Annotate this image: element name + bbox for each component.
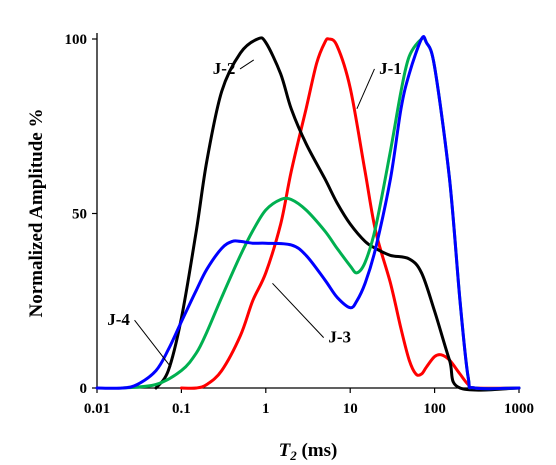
x-tick-label: 1: [262, 401, 270, 417]
series-label-j-3: J-3: [328, 328, 351, 347]
x-axis-title: T2 (ms): [279, 440, 338, 463]
series-label-leader: [272, 282, 325, 338]
axes: 0.01 0.1 1 10 100 1000 0 50 100: [65, 32, 535, 417]
series-label-leader: [134, 319, 172, 368]
y-tick-label: 100: [65, 32, 88, 48]
series-line-j-1: [179, 37, 521, 390]
y-tick-label: 50: [72, 207, 87, 223]
series-layer: [95, 35, 521, 392]
y-tick-label: 0: [80, 381, 88, 397]
x-tick-label: 1000: [504, 401, 534, 417]
y-axis-title: Normalized Amplitude %: [26, 109, 47, 318]
x-tick-label: 0.01: [84, 401, 110, 417]
series-line-j-4: [95, 35, 521, 391]
series-labels: J-1 J-2 J-3 J-4: [107, 59, 402, 368]
series-line-j-3: [120, 36, 521, 391]
x-tick-label: 100: [423, 401, 446, 417]
series-label-j-4: J-4: [107, 310, 130, 329]
series-label-j-2: J-2: [213, 59, 236, 78]
series-label-leader: [356, 68, 375, 110]
x-tick-label: 10: [343, 401, 358, 417]
series-label-leader: [239, 59, 255, 70]
series-label-j-1: J-1: [379, 59, 402, 78]
x-tick-label: 0.1: [172, 401, 191, 417]
series-line-j-2: [154, 36, 521, 392]
